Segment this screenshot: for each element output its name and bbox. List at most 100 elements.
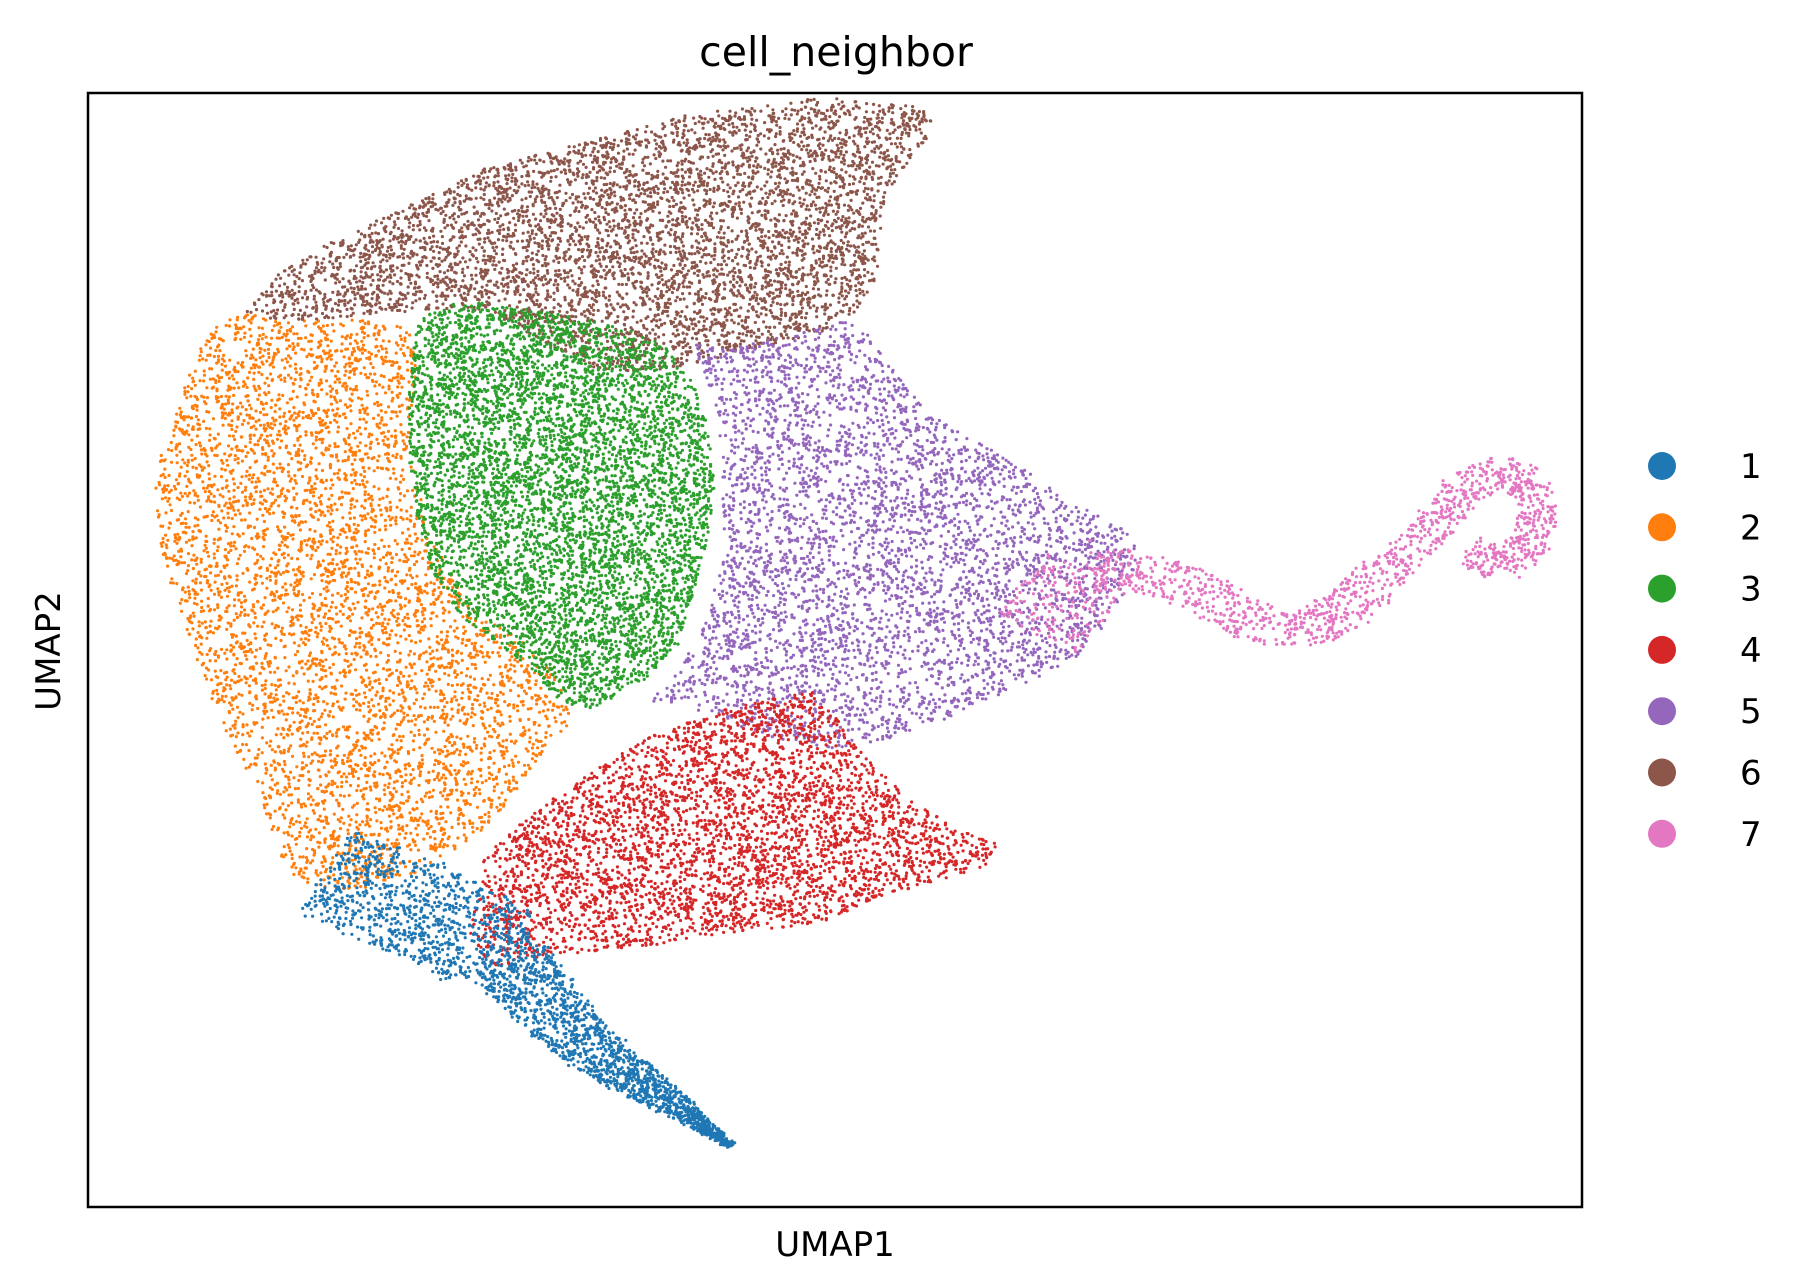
data-point bbox=[484, 813, 487, 816]
data-point bbox=[325, 379, 328, 382]
data-point bbox=[375, 781, 378, 784]
data-point bbox=[299, 377, 302, 380]
data-point bbox=[355, 544, 358, 547]
data-point bbox=[342, 605, 345, 608]
data-point bbox=[215, 330, 218, 333]
data-point bbox=[330, 403, 333, 406]
data-point bbox=[184, 599, 187, 602]
data-point bbox=[225, 648, 228, 651]
data-point bbox=[413, 550, 416, 553]
data-point bbox=[167, 526, 170, 529]
data-point bbox=[184, 415, 187, 418]
data-point bbox=[225, 459, 228, 462]
data-point bbox=[320, 503, 323, 506]
data-point bbox=[255, 574, 258, 577]
data-point bbox=[290, 506, 293, 509]
data-point bbox=[280, 594, 283, 597]
data-point bbox=[307, 371, 310, 374]
data-point bbox=[195, 443, 198, 446]
data-point bbox=[190, 387, 193, 390]
data-point bbox=[417, 849, 420, 852]
data-point bbox=[366, 802, 369, 805]
data-point bbox=[281, 535, 284, 538]
data-point bbox=[251, 588, 254, 591]
data-point bbox=[367, 493, 370, 496]
data-point bbox=[343, 374, 346, 377]
data-point bbox=[285, 589, 288, 592]
data-point bbox=[410, 404, 413, 407]
data-point bbox=[370, 626, 373, 629]
data-point bbox=[348, 823, 351, 826]
data-point bbox=[337, 426, 340, 429]
data-point bbox=[462, 746, 465, 749]
data-point bbox=[364, 499, 367, 502]
data-point bbox=[349, 784, 352, 787]
data-point bbox=[176, 421, 179, 424]
data-point bbox=[304, 434, 307, 437]
data-point bbox=[170, 449, 173, 452]
data-point bbox=[455, 736, 458, 739]
data-point bbox=[259, 672, 262, 675]
data-point bbox=[358, 867, 361, 870]
data-point bbox=[406, 435, 409, 438]
data-point bbox=[253, 434, 256, 437]
data-point bbox=[310, 376, 313, 379]
data-point bbox=[384, 391, 387, 394]
data-point bbox=[377, 638, 380, 641]
data-point bbox=[234, 745, 237, 748]
data-point bbox=[209, 630, 212, 633]
data-point bbox=[304, 821, 307, 824]
data-point bbox=[449, 625, 452, 628]
data-point bbox=[532, 743, 535, 746]
data-point bbox=[236, 751, 239, 754]
data-point bbox=[250, 321, 253, 324]
data-point bbox=[270, 502, 273, 505]
data-point bbox=[337, 620, 340, 623]
data-point bbox=[225, 729, 228, 732]
data-point bbox=[269, 740, 272, 743]
data-point bbox=[184, 526, 187, 529]
data-point bbox=[429, 603, 432, 606]
data-point bbox=[507, 764, 510, 767]
data-point bbox=[345, 780, 348, 783]
data-point bbox=[417, 729, 420, 732]
data-point bbox=[421, 610, 424, 613]
data-point bbox=[196, 409, 199, 412]
data-point bbox=[268, 343, 271, 346]
data-point bbox=[390, 556, 393, 559]
data-point bbox=[367, 720, 370, 723]
data-point bbox=[315, 664, 318, 667]
data-point bbox=[364, 684, 367, 687]
data-point bbox=[206, 486, 209, 489]
data-point bbox=[312, 607, 315, 610]
data-point bbox=[279, 544, 282, 547]
data-point bbox=[399, 672, 402, 675]
data-point bbox=[165, 488, 168, 491]
data-point bbox=[222, 565, 225, 568]
data-point bbox=[212, 631, 215, 634]
data-point bbox=[390, 629, 393, 632]
data-point bbox=[200, 452, 203, 455]
data-point bbox=[244, 613, 247, 616]
data-point bbox=[331, 780, 334, 783]
data-point bbox=[451, 659, 454, 662]
data-point bbox=[184, 475, 187, 478]
data-point bbox=[467, 688, 470, 691]
data-point bbox=[274, 553, 277, 556]
data-point bbox=[352, 704, 355, 707]
data-point bbox=[199, 354, 202, 357]
data-point bbox=[430, 747, 433, 750]
data-point bbox=[309, 545, 312, 548]
data-point bbox=[205, 386, 208, 389]
data-point bbox=[168, 557, 171, 560]
data-point bbox=[270, 449, 273, 452]
data-point bbox=[287, 843, 290, 846]
data-point bbox=[361, 518, 364, 521]
data-point bbox=[447, 674, 450, 677]
data-point bbox=[177, 560, 180, 563]
data-point bbox=[378, 528, 381, 531]
data-point bbox=[395, 361, 398, 364]
data-point bbox=[221, 411, 224, 414]
data-point bbox=[471, 826, 474, 829]
data-point bbox=[337, 459, 340, 462]
